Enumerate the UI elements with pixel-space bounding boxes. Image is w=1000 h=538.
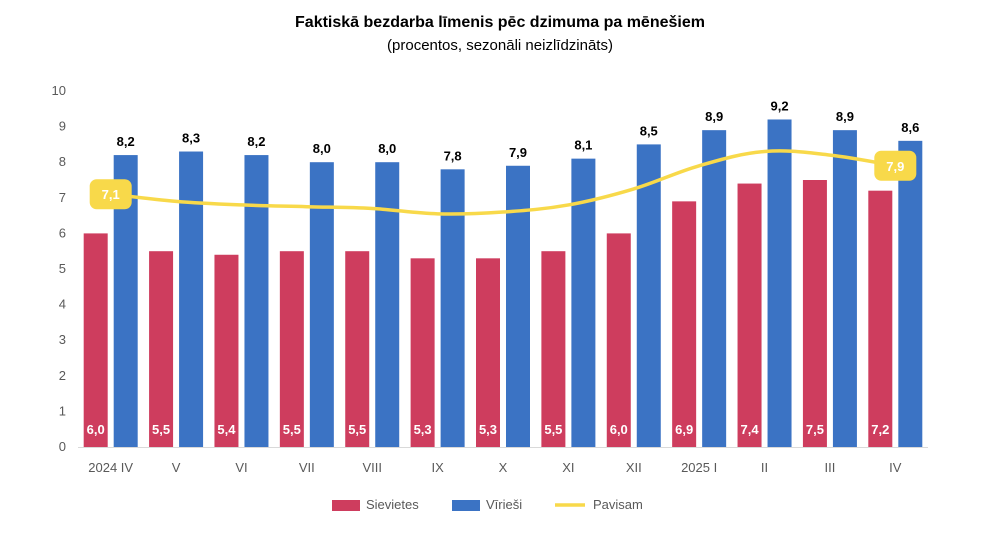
callout-box [874, 150, 917, 181]
x-tick-label: IX [431, 460, 444, 475]
legend: Sievietes Vīrieši Pavisam [332, 497, 643, 512]
bar-virie-si [898, 140, 923, 447]
x-tick-label: VII [299, 460, 315, 475]
x-tick-label: XII [626, 460, 642, 475]
data-label-sievietes: 6,0 [87, 422, 105, 437]
bar-sievietes [149, 251, 174, 447]
bar-sievietes [672, 201, 697, 447]
bar-group: 6,0 8,2 5,5 8,3 5,4 8,2 5,5 8,0 5,5 8,0 5,3 7,8 5,3 7… [83, 98, 923, 447]
data-label-sievietes: 5,5 [283, 422, 301, 437]
bar-sievietes [737, 183, 762, 447]
data-label-virie-si: 8,6 [901, 120, 919, 135]
bar-virie-si [244, 155, 269, 447]
y-tick-label: 3 [59, 332, 66, 347]
bar-sievietes [802, 180, 827, 447]
x-tick-label: VIII [362, 460, 382, 475]
bar-sievietes [83, 233, 108, 447]
data-label-virie-si: 8,0 [378, 141, 396, 156]
bar-virie-si [179, 151, 204, 447]
callout-box [89, 179, 132, 210]
y-tick-label: 10 [52, 83, 66, 98]
bar-sievietes [868, 190, 893, 447]
data-label-virie-si: 7,9 [509, 145, 527, 160]
bar-virie-si [832, 130, 857, 447]
data-label-sievietes: 7,5 [806, 422, 824, 437]
data-label-sievietes: 7,2 [871, 422, 889, 437]
data-label-sievietes: 5,4 [217, 422, 236, 437]
x-tick-label: 2024 IV [88, 460, 133, 475]
bar-sievietes [476, 258, 500, 447]
y-tick-label: 9 [59, 119, 66, 134]
x-tick-label: XI [562, 460, 574, 475]
chart-subtitle: (procentos, sezonāli neizlīdzināts) [387, 37, 613, 54]
x-axis: 2024 IV V VI VII VIII IX X XI XII 2025 I II III IV [78, 447, 928, 475]
data-label-sievietes: 7,4 [740, 422, 759, 437]
bar-virie-si [440, 169, 465, 447]
total-line-group: 7,1 7,9 [89, 149, 917, 216]
y-tick-label: 5 [59, 261, 66, 276]
x-tick-label: II [761, 460, 768, 475]
legend-swatch [452, 500, 480, 511]
y-tick-label: 7 [59, 190, 66, 205]
data-label-virie-si: 8,9 [836, 109, 854, 124]
bar-sievietes [214, 254, 239, 447]
y-tick-label: 8 [59, 154, 66, 169]
series-line-pavisam [108, 149, 898, 216]
data-label-sievietes: 5,5 [152, 422, 170, 437]
bar-virie-si [309, 162, 334, 447]
bar-sievietes [345, 251, 370, 447]
x-tick-label: III [825, 460, 836, 475]
data-label-virie-si: 8,3 [182, 131, 200, 146]
y-tick-label: 4 [59, 297, 66, 312]
bar-sievietes [279, 251, 304, 447]
x-tick-label: X [499, 460, 508, 475]
data-label-sievietes: 6,9 [675, 422, 693, 437]
data-label-sievietes: 5,3 [479, 422, 497, 437]
y-tick-label: 2 [59, 368, 66, 383]
callout-label: 7,1 [102, 187, 120, 202]
bar-virie-si [767, 119, 792, 447]
data-label-sievietes: 5,5 [544, 422, 562, 437]
bar-sievietes [410, 258, 435, 447]
x-tick-label: 2025 I [681, 460, 717, 475]
data-label-virie-si: 8,5 [640, 123, 658, 138]
data-label-sievietes: 6,0 [610, 422, 628, 437]
data-label-virie-si: 8,2 [117, 134, 135, 149]
bar-virie-si [506, 165, 530, 447]
legend-label: Sievietes [366, 497, 419, 512]
y-axis: 0 1 2 3 4 5 6 7 8 9 10 [52, 83, 66, 454]
y-tick-label: 0 [59, 439, 66, 454]
bar-virie-si [571, 158, 596, 447]
y-tick-label: 1 [59, 403, 66, 418]
bar-virie-si [702, 130, 727, 447]
legend-swatch [332, 500, 360, 511]
x-tick-label: VI [235, 460, 247, 475]
bar-sievietes [541, 251, 566, 447]
chart-title: Faktiskā bezdarba līmenis pēc dzimuma pa… [295, 14, 705, 31]
data-label-virie-si: 8,9 [705, 109, 723, 124]
bar-virie-si [375, 162, 400, 447]
legend-label: Vīrieši [486, 497, 522, 512]
data-label-virie-si: 7,8 [444, 148, 462, 163]
x-tick-label: IV [889, 460, 902, 475]
bar-sievietes [606, 233, 631, 447]
callout-label: 7,9 [886, 159, 904, 174]
data-label-sievietes: 5,3 [414, 422, 432, 437]
bar-virie-si [636, 144, 661, 447]
x-tick-label: V [172, 460, 181, 475]
data-label-virie-si: 9,2 [770, 98, 788, 113]
data-label-virie-si: 8,2 [247, 134, 265, 149]
y-tick-label: 6 [59, 225, 66, 240]
data-label-virie-si: 8,0 [313, 141, 331, 156]
data-label-sievietes: 5,5 [348, 422, 366, 437]
legend-label: Pavisam [593, 497, 643, 512]
data-label-virie-si: 8,1 [574, 138, 592, 153]
